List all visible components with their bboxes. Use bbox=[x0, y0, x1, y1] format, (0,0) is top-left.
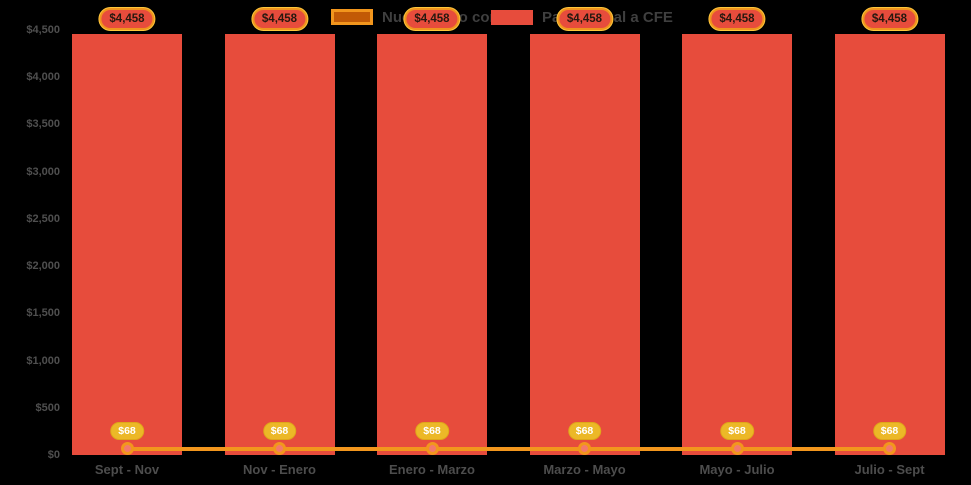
bar-value-label: $4,458 bbox=[861, 8, 918, 30]
x-axis-category-label: Nov - Enero bbox=[243, 462, 316, 477]
line-point-marker[interactable] bbox=[578, 442, 591, 456]
line-value-label: $68 bbox=[110, 422, 144, 440]
legend-swatch-nuevo-pago bbox=[331, 9, 373, 25]
bar-pago-actual[interactable] bbox=[377, 33, 487, 455]
line-value-label: $68 bbox=[262, 422, 297, 440]
y-axis-tick-label: $1,500 bbox=[26, 307, 60, 320]
bar-value-label: $4,458 bbox=[99, 8, 155, 30]
line-value-label: $68 bbox=[415, 422, 449, 440]
y-axis-tick-label: $3,000 bbox=[26, 165, 60, 178]
line-value-label: $68 bbox=[872, 422, 907, 440]
x-axis-category-label: Julio - Sept bbox=[854, 462, 925, 477]
bar-pago-actual[interactable] bbox=[682, 33, 792, 455]
x-axis-category-label: Enero - Marzo bbox=[389, 462, 475, 477]
bar-value-label: $4,458 bbox=[709, 8, 765, 30]
bar-pago-actual[interactable] bbox=[224, 33, 335, 455]
bar-pago-actual[interactable] bbox=[834, 33, 945, 455]
x-axis-category-label: Sept - Nov bbox=[94, 462, 160, 477]
y-axis-tick-label: $500 bbox=[35, 401, 60, 414]
line-point-marker[interactable] bbox=[120, 442, 134, 456]
x-axis-category-label: Mayo - Julio bbox=[699, 462, 775, 477]
line-value-label: $68 bbox=[567, 422, 602, 440]
bar-pago-actual[interactable] bbox=[72, 33, 182, 455]
line-point-marker[interactable] bbox=[730, 442, 744, 456]
line-point-marker[interactable] bbox=[883, 442, 896, 456]
line-value-label: $68 bbox=[720, 422, 754, 440]
bar-pago-actual[interactable] bbox=[529, 33, 640, 455]
y-axis-tick-label: $0 bbox=[47, 449, 60, 461]
bar-value-label: $4,458 bbox=[556, 8, 613, 30]
y-axis-tick-label: $4,000 bbox=[26, 71, 60, 84]
line-point-marker[interactable] bbox=[425, 442, 439, 456]
line-nuevo-pago[interactable] bbox=[127, 446, 890, 451]
y-axis-tick-label: $2,000 bbox=[26, 260, 60, 273]
y-axis-tick-label: $1,000 bbox=[26, 354, 60, 367]
x-axis-category-label: Marzo - Mayo bbox=[543, 462, 626, 477]
y-axis-tick-label: $3,500 bbox=[26, 118, 60, 131]
legend-swatch-pago-actual bbox=[491, 9, 533, 25]
bar-value-label: $4,458 bbox=[404, 8, 460, 30]
y-axis-tick-label: $4,500 bbox=[26, 24, 60, 36]
line-point-marker[interactable] bbox=[273, 442, 286, 456]
y-axis-tick-label: $2,500 bbox=[26, 212, 60, 225]
bar-value-label: $4,458 bbox=[251, 8, 308, 30]
